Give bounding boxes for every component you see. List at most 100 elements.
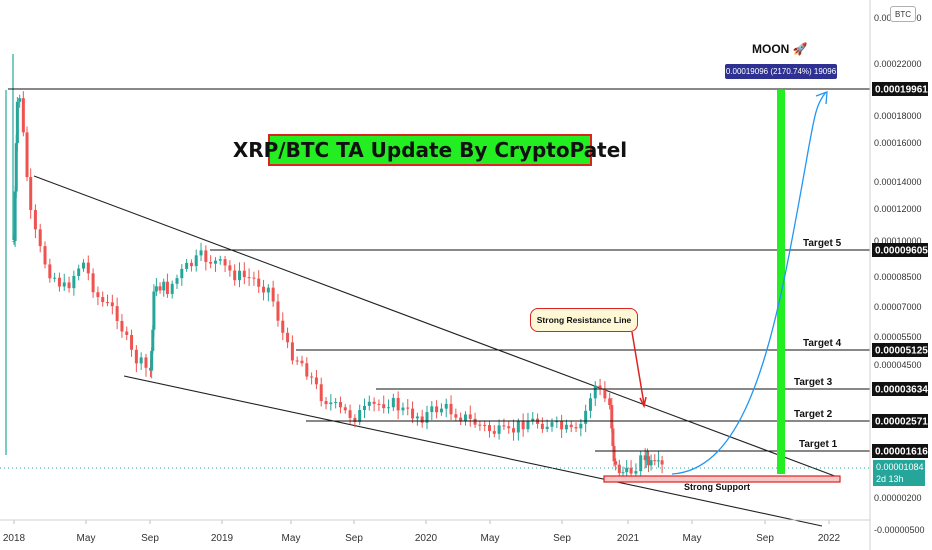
price-tag-label: 0.00005125 [875,346,928,357]
candle-body [125,331,129,335]
candle-body [362,405,366,410]
candle-body [165,281,169,294]
candle-body [401,407,405,411]
y-tick-label: 0.00018000 [874,111,922,121]
candle-body [271,287,275,302]
target-bar [777,90,785,474]
candle-body [262,286,266,293]
price-tag-bg [872,243,928,257]
candle-body [14,143,18,192]
y-tick-label: 0.00022000 [874,59,922,69]
candle-body [162,281,166,291]
candle-body [281,320,285,333]
candle-body [377,403,381,405]
candle-body [43,246,47,265]
candle-body [233,270,237,281]
candle-body [247,277,251,279]
candle-body [130,334,134,350]
candle-body [53,277,57,279]
candle-body [516,421,520,433]
candle-body [593,385,597,399]
price-tag-bg [872,444,928,458]
candle-body [550,422,554,427]
candle-body [120,320,124,332]
candle-body [305,363,309,377]
candle-body [343,407,347,411]
candle-body [639,455,643,472]
candle-body [625,467,629,473]
x-tick-label: 2019 [211,533,234,544]
candle-body [521,421,525,430]
candle-body [348,410,352,418]
candle-body [257,278,261,287]
candle-body [329,402,333,405]
candle-body [608,398,612,406]
candle-body [242,270,246,278]
candle-body [48,264,52,279]
candle-body [560,421,564,430]
candle-body [439,408,443,413]
candle-body [459,417,463,421]
candle-body [204,250,208,262]
candle-body [134,349,138,364]
candle-body [588,398,592,411]
price-tags: 0.00019961 0.00009605 0.00005125 0.00003634… [872,82,928,458]
candle-body [492,431,496,434]
price-tag-label: 0.00009605 [875,246,928,257]
candle-body [194,255,198,267]
target-label: Target 5 [803,238,842,249]
candle-body [507,426,511,429]
candle-body [372,401,376,404]
candle-body [12,240,16,242]
currency-badge[interactable]: BTC [890,6,916,22]
candle-body [237,270,241,281]
x-tick-label: May [282,533,301,544]
y-tick-label: 0.00005500 [874,332,922,342]
y-tick-label: 0.00016000 [874,138,922,148]
candle-body [180,268,184,279]
candle-body [33,210,37,230]
x-axis: 2018 May Sep 2019 May Sep 2020 May Sep 2021 May Sep… [0,519,870,544]
candle-body [653,460,657,462]
candle-body [649,460,653,466]
candle-body [584,410,588,424]
candle-body [526,421,530,430]
candle-body [531,418,535,422]
candle-body [185,262,189,269]
candle-body [454,414,458,418]
candle-body [564,424,568,430]
countdown: 2d 13h [876,474,904,484]
candle-body [276,301,280,321]
y-tick-label: 0.00004500 [874,360,922,370]
x-tick-label: Sep [345,533,363,544]
candle-body [614,461,618,465]
y-tick-label: 0.00014000 [874,177,922,187]
y-tick-label: 0.00007000 [874,302,922,312]
candle-body [468,414,472,419]
callout-pointer-head [639,396,647,409]
candle-body [483,424,487,426]
resistance-trendline [33,175,841,479]
chart-title: XRP/BTC TA Update By CryptoPatel [233,134,627,166]
candle-body [617,464,621,474]
candle-body [110,302,114,307]
candle-body [358,409,362,422]
support-label: Strong Support [684,482,750,492]
candle-body [603,389,607,399]
candle-body [610,405,614,429]
x-tick-label: May [77,533,96,544]
candle-body [574,427,578,429]
candle-body [656,460,660,462]
candle-body [540,423,544,430]
candle-body [497,425,501,434]
candle-body [86,262,90,274]
candle-body [29,177,33,211]
candle-body [387,407,391,409]
candle-body [449,403,453,415]
candle-body [151,329,155,351]
candle-body [473,418,477,425]
target-label: Target 1 [799,439,838,450]
candle-body [502,425,506,427]
y-tick-label: 0.00012000 [874,204,922,214]
